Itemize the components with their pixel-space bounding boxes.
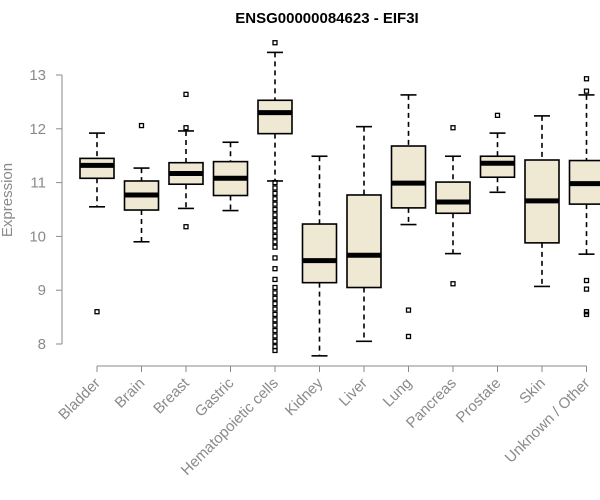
outlier-point xyxy=(583,309,590,315)
outlier-point xyxy=(583,286,590,292)
outlier-point xyxy=(272,322,278,328)
outlier-point xyxy=(272,327,278,334)
outlier-point xyxy=(272,239,278,245)
outlier-point xyxy=(272,300,278,307)
box-group xyxy=(79,132,115,315)
box-group xyxy=(168,91,204,230)
y-tick-label: 12 xyxy=(29,121,46,138)
outlier-point xyxy=(272,244,278,250)
y-tick-label: 9 xyxy=(38,282,46,299)
outlier-point xyxy=(450,125,456,131)
outlier-point xyxy=(450,281,456,287)
y-tick-label: 10 xyxy=(29,228,46,245)
outlier-point xyxy=(272,40,278,46)
box-iqr xyxy=(79,157,115,180)
box-iqr xyxy=(390,145,427,209)
y-axis-label: Expression xyxy=(0,163,16,237)
outlier-point xyxy=(272,206,278,213)
x-tick-label: Prostate xyxy=(453,375,505,427)
outlier-point xyxy=(583,277,590,284)
boxes-layer xyxy=(79,40,600,357)
outlier-point xyxy=(272,290,278,296)
box-group xyxy=(568,76,600,318)
outlier-point xyxy=(272,233,278,240)
outlier-point xyxy=(583,311,590,318)
outlier-point xyxy=(183,91,189,98)
box-group xyxy=(346,125,382,343)
outlier-point xyxy=(272,317,278,323)
x-tick-label: Unknown / Other xyxy=(502,375,594,467)
outlier-point xyxy=(183,224,189,230)
outlier-point xyxy=(272,306,278,312)
outlier-point xyxy=(138,122,145,129)
outlier-point xyxy=(272,212,278,218)
x-tick-label: Liver xyxy=(336,375,371,410)
x-tick-label: Breast xyxy=(150,374,193,417)
outlier-point xyxy=(272,333,278,339)
x-tick-label: Bladder xyxy=(55,375,104,424)
box-iqr xyxy=(435,181,471,215)
box-group xyxy=(212,141,249,212)
y-tick-label: 8 xyxy=(38,336,46,353)
outlier-point xyxy=(272,338,278,344)
outlier-point xyxy=(272,266,278,272)
outlier-point xyxy=(272,276,278,283)
x-tick-label: Lung xyxy=(380,375,416,411)
box-iqr xyxy=(479,155,516,179)
x-tick-label: Kidney xyxy=(282,374,327,419)
outlier-point xyxy=(405,333,412,340)
outlier-point xyxy=(494,112,501,118)
x-tick-label: Skin xyxy=(516,375,549,408)
box-iqr xyxy=(257,99,293,135)
box-group xyxy=(390,94,427,340)
outlier-point xyxy=(272,179,278,186)
box-group xyxy=(479,112,516,194)
outlier-point xyxy=(272,217,278,223)
outlier-point xyxy=(272,311,278,318)
outlier-point xyxy=(272,201,278,207)
y-tick-label: 11 xyxy=(30,175,46,192)
outlier-point xyxy=(272,190,278,197)
outlier-point xyxy=(272,185,278,191)
outlier-point xyxy=(272,228,278,234)
y-tick-label: 13 xyxy=(29,67,46,84)
outlier-point xyxy=(272,196,278,202)
outlier-point xyxy=(272,255,278,261)
outlier-point xyxy=(583,76,590,82)
x-tick-label: Brain xyxy=(112,375,149,412)
chart-title: ENSG00000084623 - EIF3I xyxy=(235,10,418,27)
y-axis: 8 9 10 11 12 13 xyxy=(29,67,63,353)
box-iqr xyxy=(346,194,382,289)
box-group xyxy=(435,125,471,287)
outlier-point xyxy=(94,309,100,315)
box-group xyxy=(257,40,293,354)
outlier-point xyxy=(183,125,189,131)
outlier-point xyxy=(405,307,412,313)
outlier-point xyxy=(272,295,278,301)
outlier-point xyxy=(272,222,278,229)
outlier-point xyxy=(583,88,590,94)
box-iqr xyxy=(301,223,338,284)
box-group xyxy=(123,122,160,243)
outlier-point xyxy=(272,284,278,291)
box-group xyxy=(524,115,560,288)
outlier-point xyxy=(272,347,278,354)
box-group xyxy=(301,155,338,357)
